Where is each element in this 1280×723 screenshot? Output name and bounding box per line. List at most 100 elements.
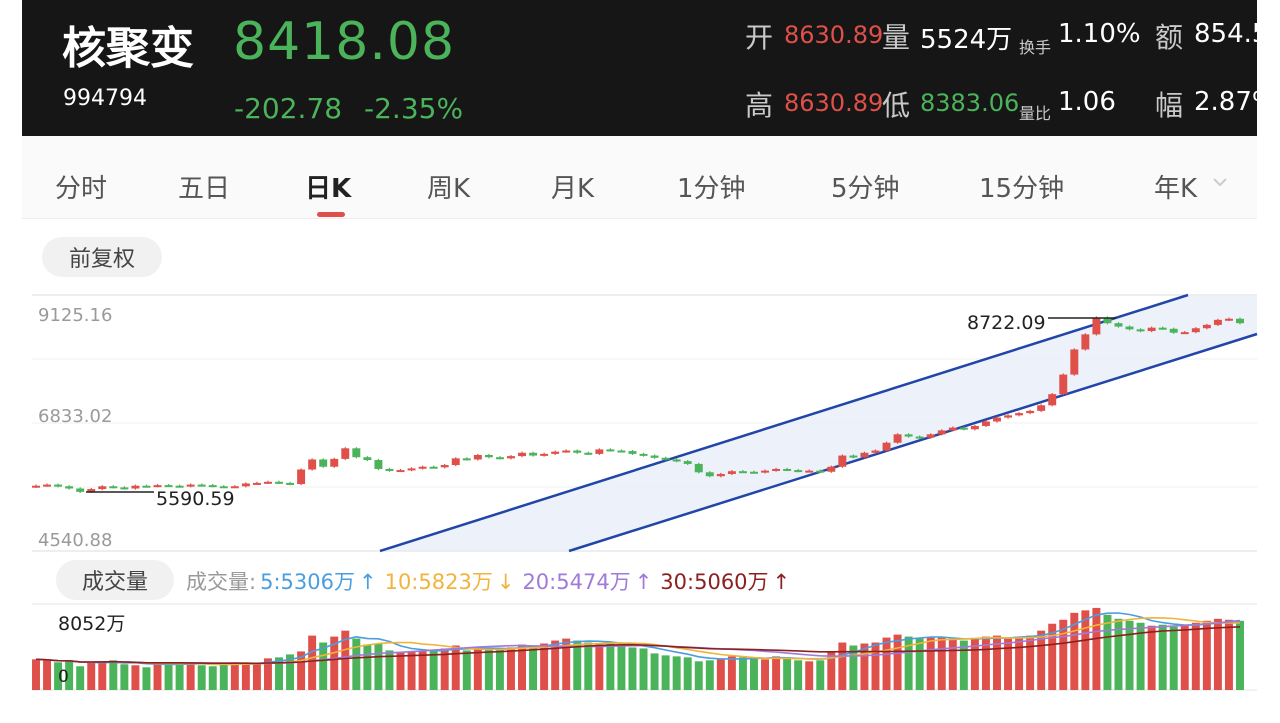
volume-bar bbox=[860, 643, 869, 690]
candle-body bbox=[286, 482, 295, 485]
candle-body bbox=[462, 458, 471, 461]
candle-body bbox=[827, 466, 836, 472]
candle-body bbox=[993, 417, 1001, 422]
candle-body bbox=[871, 450, 880, 453]
tab-5min[interactable]: 5分钟 bbox=[831, 174, 900, 204]
current-price: 8418.08 bbox=[233, 12, 456, 72]
volume-bar bbox=[208, 666, 217, 690]
volume-bar bbox=[694, 661, 703, 690]
low-value: 8383.06 bbox=[920, 89, 1020, 117]
tab-1min[interactable]: 1分钟 bbox=[677, 174, 746, 204]
candle-body bbox=[1004, 415, 1013, 418]
volume-bar bbox=[164, 662, 173, 690]
low-marker-label: 5590.59 bbox=[156, 488, 235, 510]
volume-ma-legend: 成交量: 5:5306万 ↑ 10:5823万 ↓ 20:5474万 ↑ 30:5060万 ↑ bbox=[186, 566, 798, 596]
candle-body bbox=[816, 470, 825, 473]
candle-body bbox=[805, 470, 814, 473]
volume-bar bbox=[529, 645, 538, 690]
volume-bar bbox=[970, 638, 979, 690]
volume-indicator-button[interactable]: 成交量 bbox=[56, 560, 174, 600]
candle-body bbox=[904, 434, 913, 437]
candle-body bbox=[694, 463, 703, 473]
candle-body bbox=[241, 483, 250, 487]
candle-body bbox=[484, 454, 493, 458]
candle-body bbox=[230, 486, 239, 489]
tab-yearly-k[interactable]: 年K bbox=[1154, 174, 1198, 204]
adjust-mode-button[interactable]: 前复权 bbox=[42, 237, 162, 277]
volume-bar bbox=[1092, 607, 1101, 690]
trend-channel-upper bbox=[379, 293, 1189, 553]
volume-bar bbox=[120, 664, 129, 690]
volume-bar bbox=[827, 651, 836, 690]
volume-bar bbox=[1158, 624, 1167, 690]
volume-bar bbox=[219, 663, 228, 690]
candle-body bbox=[308, 459, 317, 470]
price-change-pct: -2.35% bbox=[364, 92, 464, 125]
right-margin bbox=[1257, 0, 1280, 723]
volume-bar bbox=[385, 650, 394, 690]
chevron-down-icon[interactable] bbox=[1210, 172, 1230, 192]
volume-ma30: 30:5060万 ↑ bbox=[660, 570, 791, 594]
volume-bar bbox=[540, 643, 549, 690]
candle-body bbox=[573, 450, 582, 453]
volume-bar bbox=[308, 635, 317, 690]
candle-body bbox=[153, 485, 162, 488]
candle-body bbox=[109, 486, 118, 489]
volume-bar bbox=[142, 667, 151, 690]
volume-bar bbox=[606, 643, 615, 690]
volume-bar bbox=[506, 647, 515, 690]
candle-body bbox=[849, 455, 858, 458]
volume-bar bbox=[1224, 619, 1233, 690]
tab-intraday[interactable]: 分时 bbox=[55, 174, 108, 204]
volume-bar bbox=[628, 647, 637, 690]
volume-bar bbox=[1236, 620, 1244, 690]
candle-body bbox=[352, 448, 361, 458]
candle-body bbox=[893, 434, 902, 443]
candle-body bbox=[219, 486, 228, 489]
candle-body bbox=[1236, 318, 1244, 324]
volratio-value: 1.06 bbox=[1058, 87, 1116, 117]
volume-bar bbox=[882, 637, 891, 690]
tab-15min[interactable]: 15分钟 bbox=[979, 174, 1065, 204]
candle-body bbox=[860, 452, 869, 458]
volume-bar bbox=[330, 636, 339, 690]
candle-body bbox=[87, 489, 96, 492]
tab-five-day[interactable]: 五日 bbox=[178, 174, 231, 204]
volume-bar bbox=[738, 657, 747, 690]
candle-body bbox=[186, 484, 195, 487]
volume-zero-label: 0 bbox=[58, 667, 69, 687]
turnover-label: 换手 bbox=[1019, 38, 1052, 57]
candle-body bbox=[341, 448, 350, 459]
y-tick-label: 6833.02 bbox=[38, 406, 112, 427]
volume-bar bbox=[131, 665, 140, 690]
volume-bar bbox=[727, 656, 736, 690]
candle-body bbox=[716, 473, 725, 477]
candle-body bbox=[440, 465, 449, 468]
tab-weekly-k[interactable]: 周K bbox=[427, 174, 471, 204]
candle-body bbox=[374, 460, 383, 469]
candle-body bbox=[473, 454, 482, 460]
candle-body bbox=[672, 459, 681, 462]
tab-daily-k[interactable]: 日K bbox=[305, 174, 352, 204]
candle-body bbox=[1158, 327, 1167, 330]
candle-body bbox=[1169, 328, 1178, 333]
volume-bar bbox=[573, 640, 582, 690]
volume-bar bbox=[1180, 625, 1189, 690]
volume-bar bbox=[98, 661, 107, 690]
candle-body bbox=[275, 481, 283, 484]
candle-body bbox=[1114, 323, 1123, 327]
candle-body bbox=[838, 455, 847, 467]
tab-monthly-k[interactable]: 月K bbox=[551, 174, 595, 204]
candle-body bbox=[551, 451, 560, 454]
volume-bar bbox=[937, 637, 946, 690]
candle-body bbox=[1059, 374, 1068, 395]
volume-bar bbox=[1136, 622, 1145, 690]
candle-body bbox=[1191, 328, 1200, 333]
volume-bar bbox=[750, 658, 758, 690]
candle-body bbox=[385, 468, 394, 471]
candle-body bbox=[772, 468, 781, 471]
candle-body bbox=[1026, 410, 1035, 414]
volume-bar bbox=[1114, 618, 1123, 690]
price-change: -202.78 bbox=[234, 92, 343, 125]
